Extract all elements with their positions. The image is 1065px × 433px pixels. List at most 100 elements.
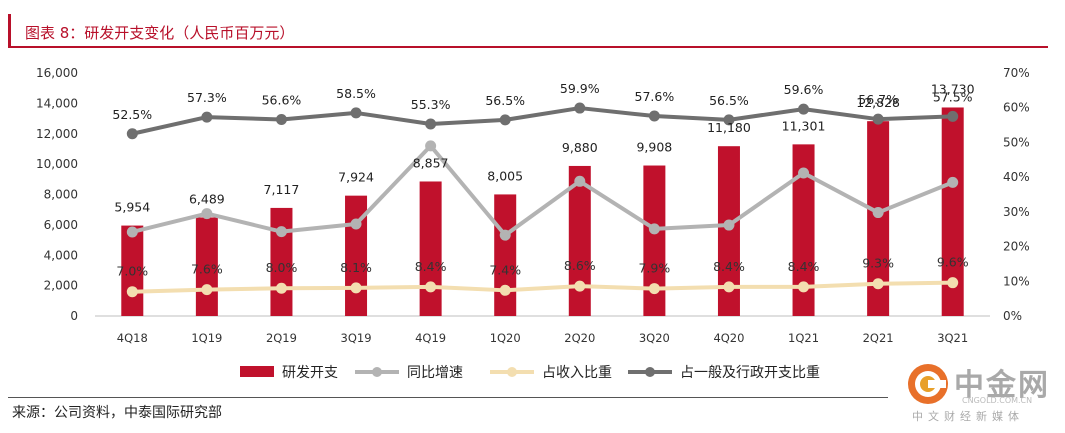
- admin-ratio-label: 56.7%: [858, 92, 898, 107]
- admin-ratio-point: [275, 114, 287, 126]
- yoy-growth-point: [574, 175, 586, 187]
- revenue-ratio-point: [126, 286, 138, 298]
- watermark-name: 中金网: [954, 368, 1050, 403]
- revenue-ratio-point: [275, 282, 287, 294]
- revenue-ratio-label: 8.4%: [713, 259, 745, 274]
- bar-rd-expense: [717, 146, 740, 316]
- y-right-tick-label: 10%: [1003, 274, 1030, 288]
- revenue-ratio-point: [723, 281, 735, 293]
- y-left-tick-label: 0: [70, 309, 78, 323]
- admin-ratio-point: [425, 118, 437, 130]
- admin-ratio-label: 59.6%: [784, 82, 824, 97]
- yoy-growth-point: [499, 229, 511, 241]
- cngold-logo-icon: [908, 364, 948, 404]
- y-left-tick-label: 16,000: [36, 66, 78, 80]
- revenue-ratio-label: 7.6%: [191, 262, 223, 277]
- bar-data-label: 9,880: [562, 140, 598, 155]
- bar-rd-expense: [867, 121, 890, 317]
- y-right-tick-label: 30%: [1003, 205, 1030, 219]
- chart-title: 图表 8：研发开支变化（人民币百万元）: [25, 24, 295, 42]
- admin-ratio-label: 55.3%: [411, 97, 451, 112]
- bar-rd-expense: [419, 181, 442, 316]
- yoy-growth-point: [275, 226, 287, 238]
- rd-expense-chart: 0 2,000 4,000 6,000 8,000 10,000 12,000 14,000 1…: [36, 66, 1030, 381]
- legend-label: 占一般及行政开支比重: [680, 365, 820, 381]
- legend-swatch-marker: [645, 367, 655, 377]
- bar-rd-expense: [643, 165, 666, 316]
- bar-data-label: 11,180: [707, 120, 751, 135]
- admin-ratio-label: 57.3%: [187, 90, 227, 105]
- revenue-ratio-point: [499, 284, 511, 296]
- y-right-tick-label: 20%: [1003, 240, 1030, 254]
- watermark-logo: 中金网 CNGOLD.COM.CN 中文财经新媒体: [902, 360, 1062, 430]
- revenue-ratio-point: [425, 281, 437, 293]
- bar-data-label: 9,908: [636, 140, 672, 155]
- revenue-ratio-label: 8.0%: [266, 260, 298, 275]
- bar-rd-expense: [568, 165, 591, 316]
- admin-ratio-point: [723, 114, 735, 126]
- bar-data-label: 13,730: [931, 81, 975, 96]
- revenue-ratio-label: 8.1%: [340, 260, 372, 275]
- x-tick-label: 2Q20: [564, 331, 595, 345]
- watermark-tagline: 中文财经新媒体: [912, 410, 1024, 423]
- revenue-ratio-label: 9.6%: [937, 255, 969, 270]
- revenue-ratio-label: 7.9%: [638, 261, 670, 276]
- admin-ratio-point: [798, 103, 810, 115]
- bar-data-label: 8,005: [487, 168, 523, 183]
- y-left-tick-label: 8,000: [44, 188, 78, 202]
- revenue-ratio-label: 9.3%: [862, 256, 894, 271]
- y-left-tick-label: 10,000: [36, 157, 78, 171]
- revenue-ratio-point: [350, 282, 362, 294]
- bar-data-label: 6,489: [189, 191, 225, 206]
- bar-data-label: 7,924: [338, 170, 374, 185]
- x-tick-label: 1Q19: [191, 331, 222, 345]
- x-tick-label: 3Q21: [937, 331, 968, 345]
- admin-ratio-label: 52.5%: [112, 107, 152, 122]
- revenue-ratio-line: [132, 280, 953, 294]
- legend-swatch-bar: [240, 366, 274, 377]
- watermark-url: CNGOLD.COM.CN: [962, 396, 1033, 405]
- bar-rd-expense: [494, 194, 517, 316]
- bar-rd-expense: [792, 144, 815, 316]
- admin-ratio-label: 56.5%: [485, 93, 525, 108]
- yoy-growth-point: [723, 219, 735, 231]
- yoy-growth-point: [798, 167, 810, 179]
- yoy-growth-line: [131, 143, 954, 238]
- yoy-growth-point: [201, 208, 213, 220]
- x-tick-label: 3Q19: [341, 331, 372, 345]
- bar-data-label: 8,857: [413, 155, 449, 170]
- legend-label: 同比增速: [407, 365, 463, 381]
- revenue-ratio-point: [648, 283, 660, 295]
- revenue-ratio-label: 8.4%: [415, 259, 447, 274]
- yoy-growth-point: [947, 176, 959, 188]
- revenue-ratio-point: [872, 278, 884, 290]
- admin-ratio-label: 57.6%: [635, 89, 675, 104]
- revenue-ratio-label: 8.4%: [788, 259, 820, 274]
- y-left-tick-label: 6,000: [44, 218, 78, 232]
- admin-ratio-point: [574, 102, 586, 114]
- admin-ratio-label: 59.9%: [560, 81, 600, 96]
- x-tick-label: 3Q20: [639, 331, 670, 345]
- x-tick-label: 2Q21: [863, 331, 894, 345]
- x-tick-label: 1Q21: [788, 331, 819, 345]
- y-right-tick-label: 50%: [1003, 135, 1030, 149]
- y-left-tick-label: 2,000: [44, 279, 78, 293]
- revenue-ratio-point: [201, 284, 213, 296]
- y-right-tick-label: 0%: [1003, 309, 1022, 323]
- revenue-ratio-point: [798, 281, 810, 293]
- x-tick-label: 1Q20: [490, 331, 521, 345]
- footer-divider: [8, 397, 888, 398]
- admin-ratio-line: [131, 106, 953, 136]
- y-left-tick-label: 4,000: [44, 248, 78, 262]
- bar-data-label: 7,117: [264, 182, 300, 197]
- y-left-tick-label: 12,000: [36, 127, 78, 141]
- source-note: 来源：公司资料，中泰国际研究部: [12, 405, 222, 421]
- admin-ratio-label: 56.5%: [709, 93, 749, 108]
- admin-ratio-point: [648, 110, 660, 122]
- admin-ratio-label: 56.6%: [262, 93, 302, 108]
- revenue-ratio-point: [574, 280, 586, 292]
- x-tick-label: 4Q20: [713, 331, 744, 345]
- legend-swatch-marker: [372, 367, 382, 377]
- yoy-growth-point: [350, 218, 362, 230]
- revenue-ratio-label: 7.4%: [489, 262, 521, 277]
